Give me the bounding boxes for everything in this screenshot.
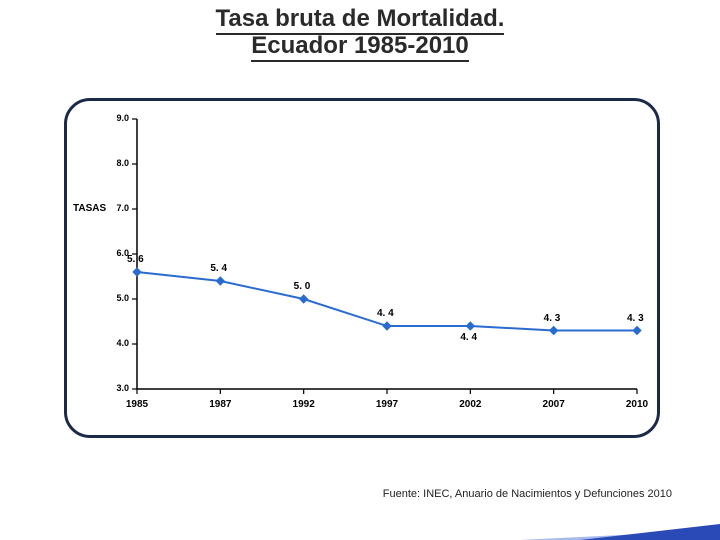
x-tick-label: 2010 [617,399,657,410]
chart-frame: 3.04.05.06.07.08.09.0TASAS19851987199219… [64,98,660,438]
x-tick-label: 1985 [117,399,157,410]
data-label: 4. 3 [544,313,561,324]
data-label: 5. 4 [210,263,227,274]
y-tick-label: 4.0 [101,338,129,348]
data-label: 4. 4 [460,332,477,343]
chart-svg [67,101,657,435]
data-label: 4. 4 [377,308,394,319]
x-tick-label: 1992 [284,399,324,410]
y-tick-label: 5.0 [101,293,129,303]
data-label: 5. 6 [127,254,144,265]
source-caption: Fuente: INEC, Anuario de Nacimientos y D… [383,488,672,500]
y-tick-label: 8.0 [101,158,129,168]
y-tick-label: 9.0 [101,113,129,123]
title-line1: Tasa bruta de Mortalidad. [216,5,505,35]
y-tick-label: 6.0 [101,248,129,258]
data-label: 5. 0 [294,281,311,292]
y-tick-label: 3.0 [101,383,129,393]
data-label: 4. 3 [627,313,644,324]
x-tick-label: 1987 [200,399,240,410]
title-line2: Ecuador 1985-2010 [251,32,468,62]
x-tick-label: 1997 [367,399,407,410]
x-tick-label: 2007 [534,399,574,410]
chart-title: Tasa bruta de Mortalidad. Ecuador 1985-2… [0,6,720,60]
slide-root: Tasa bruta de Mortalidad. Ecuador 1985-2… [0,0,720,540]
x-tick-label: 2002 [450,399,490,410]
y-axis-title: TASAS [73,203,106,214]
accent-wedge [580,524,720,540]
